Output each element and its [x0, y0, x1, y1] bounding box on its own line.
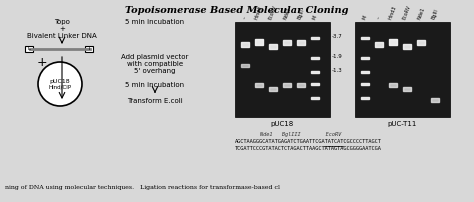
- Bar: [283, 83, 291, 87]
- Text: ning of DNA using molecular techniques.   Ligation reactions for transformase-ba: ning of DNA using molecular techniques. …: [5, 185, 280, 190]
- FancyBboxPatch shape: [235, 22, 330, 117]
- Bar: [361, 97, 369, 99]
- Bar: [255, 39, 263, 45]
- Bar: [403, 87, 411, 91]
- Text: Nde1: Nde1: [417, 6, 426, 20]
- Text: Add plasmid vector
with compatible
5' overhang: Add plasmid vector with compatible 5' ov…: [121, 54, 189, 74]
- Text: Hind3: Hind3: [388, 5, 398, 20]
- Text: T: T: [87, 46, 91, 52]
- Text: Nde1: Nde1: [283, 6, 292, 20]
- Bar: [297, 83, 305, 87]
- Bar: [283, 40, 291, 45]
- Bar: [389, 39, 397, 45]
- Bar: [361, 57, 369, 59]
- Bar: [389, 83, 397, 87]
- FancyBboxPatch shape: [25, 46, 33, 52]
- Text: -1.9: -1.9: [332, 55, 343, 60]
- Text: AGCTAAGGGCATATGAGATCTGAATTCGATATCATCGCCCCTTAGCT: AGCTAAGGGCATATGAGATCTGAATTCGATATCATCGCCC…: [235, 139, 382, 144]
- FancyBboxPatch shape: [85, 46, 93, 52]
- Text: BglII: BglII: [297, 8, 305, 20]
- Bar: [241, 42, 249, 47]
- Text: M: M: [362, 14, 368, 20]
- Text: -1.3: -1.3: [332, 68, 343, 74]
- Bar: [431, 98, 439, 102]
- Text: TCGATTCCCGTATACTCTAGACTTAAGCTATAGTAGCGGGGAATCGA: TCGATTCCCGTATACTCTAGACTTAAGCTATAGTAGCGGG…: [235, 146, 382, 151]
- Text: --: --: [376, 15, 382, 20]
- Bar: [403, 44, 411, 49]
- Text: EcoRV: EcoRV: [402, 4, 412, 20]
- Bar: [311, 70, 319, 73]
- Text: BglII: BglII: [431, 8, 439, 20]
- Text: --: --: [242, 15, 248, 20]
- Bar: [361, 70, 369, 73]
- Text: 5 min incubation: 5 min incubation: [126, 19, 184, 25]
- Bar: [269, 87, 277, 91]
- Text: L: L: [27, 46, 30, 52]
- Bar: [375, 42, 383, 47]
- Text: Hind/CIP: Hind/CIP: [48, 84, 72, 89]
- Bar: [311, 82, 319, 85]
- Text: pUC-T11: pUC-T11: [388, 121, 417, 127]
- Text: -3.7: -3.7: [332, 35, 343, 40]
- Bar: [311, 37, 319, 39]
- Bar: [417, 40, 425, 45]
- Text: 5 min incubation: 5 min incubation: [126, 82, 184, 88]
- Bar: [269, 44, 277, 49]
- Text: Nde1   BglIII        EcoRV: Nde1 BglIII EcoRV: [235, 132, 341, 137]
- FancyBboxPatch shape: [355, 22, 450, 117]
- Circle shape: [38, 62, 82, 106]
- Text: +: +: [36, 56, 47, 68]
- Bar: [311, 97, 319, 99]
- Bar: [361, 82, 369, 85]
- Text: EcoRV: EcoRV: [268, 4, 278, 20]
- Text: Topoisomerase Based Molecular Cloning: Topoisomerase Based Molecular Cloning: [125, 6, 349, 15]
- Bar: [361, 37, 369, 39]
- Text: pUC18: pUC18: [50, 80, 70, 84]
- Bar: [255, 83, 263, 87]
- Bar: [241, 64, 249, 67]
- Text: Topo
+
Bivalent Linker DNA: Topo + Bivalent Linker DNA: [27, 19, 97, 39]
- Bar: [311, 57, 319, 59]
- Bar: [297, 40, 305, 45]
- Text: M: M: [312, 14, 318, 20]
- Text: pUC18: pUC18: [271, 121, 294, 127]
- Text: Transform E.coli: Transform E.coli: [127, 98, 183, 104]
- Text: Hind3: Hind3: [254, 5, 264, 20]
